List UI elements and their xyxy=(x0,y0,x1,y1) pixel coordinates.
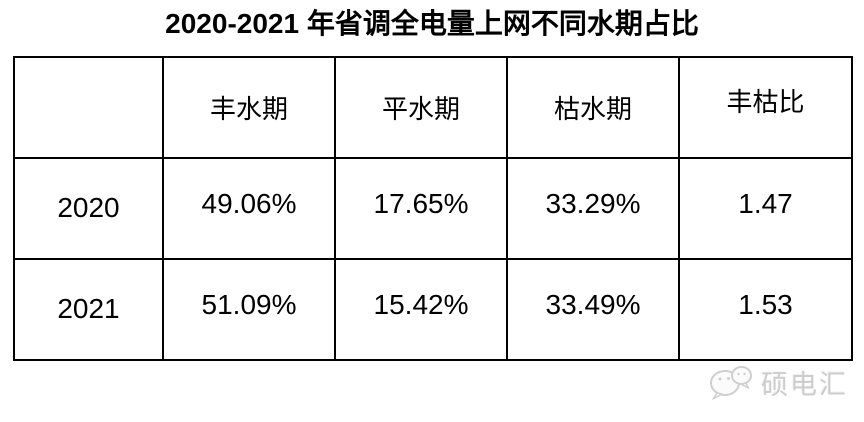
value-cell-ratio: 1.53 xyxy=(678,258,853,361)
page-title: 2020-2021 年省调全电量上网不同水期占比 xyxy=(165,8,699,39)
value-cell-dry: 33.29% xyxy=(506,157,680,260)
year-cell: 2020 xyxy=(13,157,164,260)
header-cell-normal-season: 平水期 xyxy=(334,56,508,159)
year-label: 2020 xyxy=(57,191,120,223)
header-cell-flood-season: 丰水期 xyxy=(162,56,336,159)
header-cell-dry-season: 枯水期 xyxy=(506,56,680,159)
value-label: 51.09% xyxy=(201,288,297,320)
value-label: 1.53 xyxy=(738,288,793,320)
value-cell-normal: 17.65% xyxy=(334,157,508,260)
header-label-dry-season: 枯水期 xyxy=(553,94,632,124)
value-label: 33.49% xyxy=(545,288,641,320)
value-label: 15.42% xyxy=(373,288,469,320)
year-cell: 2021 xyxy=(13,258,164,361)
value-label: 17.65% xyxy=(373,187,469,219)
watermark: 硕电汇 xyxy=(707,363,848,402)
wechat-icon xyxy=(710,365,752,400)
header-label-normal-season: 平水期 xyxy=(381,94,460,124)
value-cell-flood: 49.06% xyxy=(162,157,336,260)
header-label-flood-season: 丰水期 xyxy=(209,94,288,124)
value-cell-normal: 15.42% xyxy=(334,258,508,361)
value-label: 33.29% xyxy=(545,187,641,219)
value-cell-flood: 51.09% xyxy=(162,258,336,361)
watermark-brand: 硕电汇 xyxy=(761,370,848,400)
header-label-flood-dry-ratio: 丰枯比 xyxy=(726,87,805,117)
value-label: 49.06% xyxy=(201,187,297,219)
value-cell-ratio: 1.47 xyxy=(678,157,853,260)
year-label: 2021 xyxy=(57,292,120,324)
water-period-table: 丰水期 平水期 枯水期 丰枯比 2020 49.06% xyxy=(13,56,853,361)
value-cell-dry: 33.49% xyxy=(506,258,680,361)
header-row: 丰水期 平水期 枯水期 丰枯比 xyxy=(13,56,853,159)
value-label: 1.47 xyxy=(738,187,793,219)
header-cell-flood-dry-ratio: 丰枯比 xyxy=(678,56,853,159)
table-row-2021: 2021 51.09% 15.42% 33.49% 1.53 xyxy=(13,258,853,361)
header-cell-corner xyxy=(13,56,164,159)
table-row-2020: 2020 49.06% 17.65% 33.29% 1.47 xyxy=(13,157,853,260)
